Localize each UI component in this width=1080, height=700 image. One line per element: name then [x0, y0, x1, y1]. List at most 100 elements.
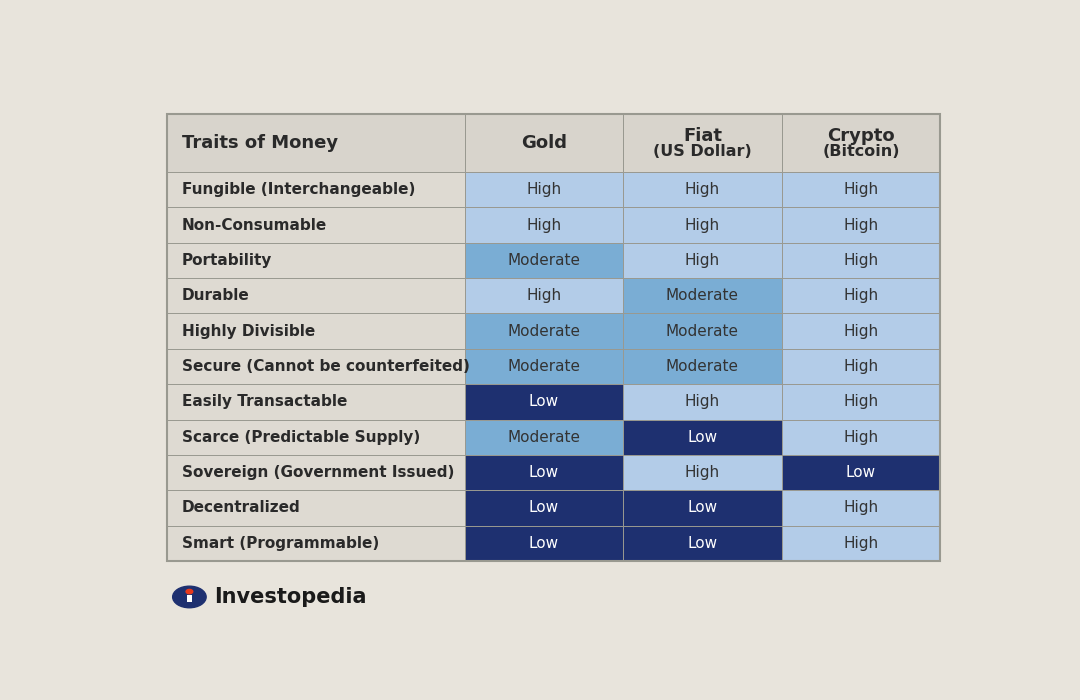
Bar	[782, 384, 941, 419]
Circle shape	[186, 589, 192, 594]
Bar	[623, 419, 782, 455]
Bar	[623, 526, 782, 561]
Bar	[623, 349, 782, 384]
Text: High: High	[843, 394, 878, 410]
Text: Traits of Money: Traits of Money	[181, 134, 338, 152]
Bar	[166, 207, 464, 243]
Bar	[166, 455, 464, 490]
Bar	[782, 172, 941, 207]
Text: Low: Low	[687, 500, 717, 515]
Bar	[782, 243, 941, 278]
Bar	[782, 314, 941, 349]
Text: Decentralized: Decentralized	[181, 500, 300, 515]
Text: Sovereign (Government Issued): Sovereign (Government Issued)	[181, 465, 459, 480]
Text: High: High	[843, 430, 878, 444]
Text: High: High	[526, 218, 562, 232]
Bar	[782, 419, 941, 455]
Bar	[782, 278, 941, 314]
Bar	[166, 349, 464, 384]
Text: High: High	[843, 536, 878, 551]
Text: Moderate: Moderate	[508, 253, 580, 268]
Bar	[623, 207, 782, 243]
Text: Moderate: Moderate	[508, 323, 580, 339]
Text: Highly Divisible: Highly Divisible	[181, 323, 315, 339]
Bar	[623, 243, 782, 278]
Text: Durable: Durable	[181, 288, 249, 303]
Text: High: High	[843, 218, 878, 232]
Bar	[623, 278, 782, 314]
Text: Moderate: Moderate	[666, 288, 739, 303]
Text: Moderate: Moderate	[508, 359, 580, 374]
Bar	[166, 243, 464, 278]
Text: Fiat: Fiat	[683, 127, 721, 145]
Text: Scarce (Predictable Supply): Scarce (Predictable Supply)	[181, 430, 426, 444]
Bar	[623, 113, 782, 172]
Bar	[464, 455, 623, 490]
Bar	[464, 113, 623, 172]
Text: Investopedia: Investopedia	[215, 587, 367, 607]
FancyArrow shape	[187, 595, 192, 602]
Text: Low: Low	[529, 394, 558, 410]
Text: High: High	[843, 288, 878, 303]
Text: Non-Consumable: Non-Consumable	[181, 218, 327, 232]
Text: High: High	[685, 253, 720, 268]
Text: (Bitcoin): (Bitcoin)	[822, 144, 900, 159]
Text: Low: Low	[846, 465, 876, 480]
Text: Easily Transactable: Easily Transactable	[181, 394, 348, 410]
Circle shape	[173, 586, 206, 608]
Text: Secure (Cannot be counterfeited): Secure (Cannot be counterfeited)	[181, 359, 475, 374]
Bar	[623, 384, 782, 419]
Bar	[166, 314, 464, 349]
Text: Crypto: Crypto	[827, 127, 894, 145]
Bar	[166, 526, 464, 561]
Text: Portability: Portability	[181, 253, 272, 268]
Bar	[166, 278, 464, 314]
Text: High: High	[843, 253, 878, 268]
Bar	[166, 490, 464, 526]
Bar	[166, 113, 464, 172]
Bar	[782, 349, 941, 384]
Bar	[464, 278, 623, 314]
Bar	[782, 207, 941, 243]
Bar	[166, 172, 464, 207]
Bar	[623, 172, 782, 207]
Text: Low: Low	[529, 500, 558, 515]
Text: Moderate: Moderate	[666, 323, 739, 339]
Bar	[464, 207, 623, 243]
Text: High: High	[685, 218, 720, 232]
Text: Low: Low	[687, 536, 717, 551]
Text: Smart (Programmable): Smart (Programmable)	[181, 536, 384, 551]
Bar	[464, 419, 623, 455]
Text: High: High	[685, 182, 720, 197]
Text: Low: Low	[529, 536, 558, 551]
Bar	[782, 455, 941, 490]
Bar	[166, 113, 941, 561]
Bar	[782, 113, 941, 172]
Bar	[464, 384, 623, 419]
Bar	[623, 490, 782, 526]
Text: High: High	[526, 182, 562, 197]
Text: Gold: Gold	[521, 134, 567, 152]
Text: Fungible (Interchangeable): Fungible (Interchangeable)	[181, 182, 420, 197]
Text: (US Dollar): (US Dollar)	[653, 144, 752, 159]
Bar	[464, 526, 623, 561]
Text: High: High	[843, 500, 878, 515]
Bar	[464, 243, 623, 278]
Text: High: High	[843, 182, 878, 197]
Bar	[782, 526, 941, 561]
Text: High: High	[843, 359, 878, 374]
Bar	[782, 490, 941, 526]
Text: High: High	[685, 465, 720, 480]
Bar	[464, 490, 623, 526]
Bar	[464, 349, 623, 384]
Text: Moderate: Moderate	[508, 430, 580, 444]
Text: Low: Low	[687, 430, 717, 444]
Text: High: High	[685, 394, 720, 410]
Bar	[464, 314, 623, 349]
Bar	[464, 172, 623, 207]
Bar	[166, 384, 464, 419]
Text: Low: Low	[529, 465, 558, 480]
Text: Moderate: Moderate	[666, 359, 739, 374]
Text: High: High	[843, 323, 878, 339]
Bar	[166, 419, 464, 455]
